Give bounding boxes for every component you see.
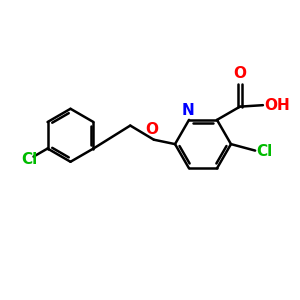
Text: Cl: Cl: [21, 152, 37, 167]
Text: O: O: [233, 66, 247, 81]
Text: Cl: Cl: [256, 144, 273, 159]
Text: O: O: [145, 122, 158, 137]
Text: OH: OH: [264, 98, 290, 113]
Text: N: N: [181, 103, 194, 118]
